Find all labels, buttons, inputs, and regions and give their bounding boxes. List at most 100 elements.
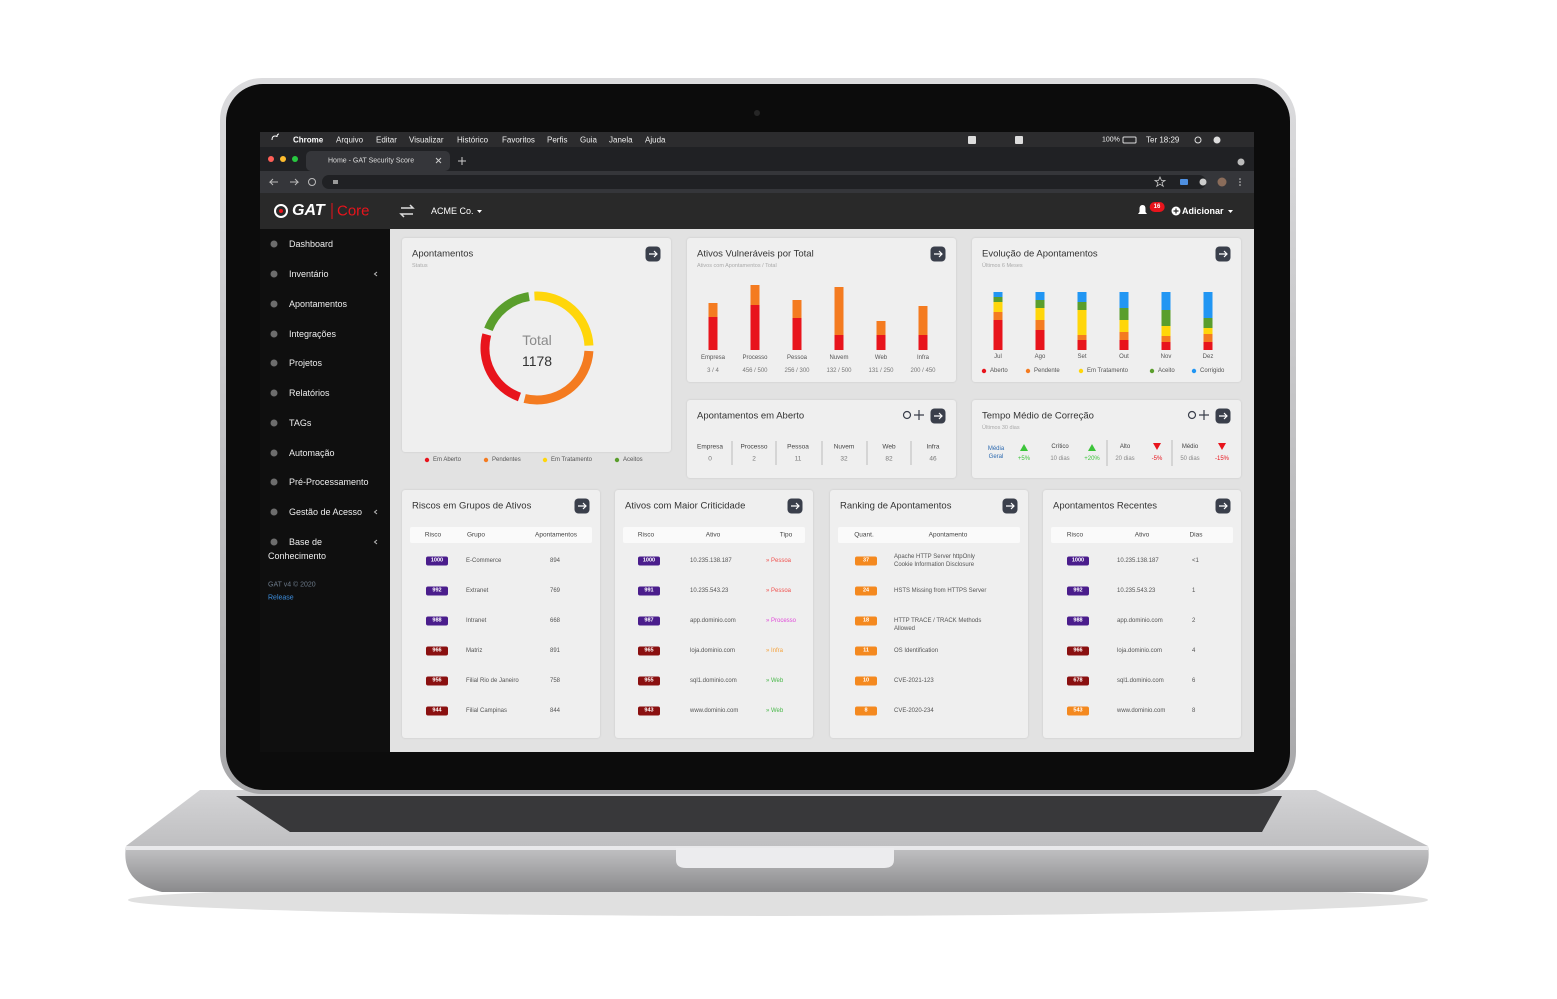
add-button[interactable]: Adicionar <box>1182 206 1224 216</box>
cell: CVE-2021-123 <box>894 678 934 684</box>
menu-item[interactable]: TAGs <box>289 418 312 428</box>
menu-item[interactable]: Ajuda <box>645 135 666 145</box>
menu-item[interactable]: Editar <box>376 135 397 145</box>
total-label: 131 / 250 <box>868 368 894 374</box>
stat-label: Médio <box>1181 444 1199 450</box>
cell: 10.235.543.23 <box>690 588 729 594</box>
badge: 965 <box>638 646 660 656</box>
menu-item[interactable]: Inventário <box>289 269 329 279</box>
cell: HTTP TRACE / TRACK Methods Allowed <box>894 618 982 632</box>
stat-label: Web <box>882 443 896 451</box>
stat-value: 46 <box>929 455 937 463</box>
stat-value: 82 <box>885 455 893 463</box>
stat-days: 50 dias <box>1180 456 1200 462</box>
card-title: Tempo Médio de Correção <box>982 410 1094 422</box>
cell: 10.235.543.23 <box>1117 588 1156 594</box>
table-header <box>838 527 1020 543</box>
donut-label: Total <box>522 332 552 348</box>
card-title: Ranking de Apontamentos <box>840 500 952 512</box>
release-link[interactable]: Release <box>268 594 294 602</box>
menu-item[interactable]: Janela <box>609 135 633 145</box>
clock: Ter 18:29 <box>1146 135 1180 145</box>
menu-item[interactable]: Dashboard <box>289 239 334 249</box>
total-label: 456 / 500 <box>742 368 768 374</box>
notification-badge: 16 <box>1149 202 1165 212</box>
card-title: Apontamentos <box>412 248 474 260</box>
menu-item[interactable]: Visualizar <box>409 135 444 145</box>
cell: 10.235.138.187 <box>1117 558 1159 564</box>
browser-tab[interactable]: Home - GAT Security Score <box>328 157 415 165</box>
menu-item[interactable]: Pré-Processamento <box>289 477 369 487</box>
column-header: Quant. <box>854 531 874 539</box>
x-tick-label: Processo <box>742 355 768 361</box>
column-header: Tipo <box>779 531 793 539</box>
cell: Filial Rio de Janeiro <box>466 678 519 684</box>
version: GAT v4 © 2020 <box>268 581 316 589</box>
total-label: 132 / 500 <box>826 368 852 374</box>
stat-value: 11 <box>794 455 802 463</box>
badge: 8 <box>855 706 877 716</box>
cell: » Infra <box>766 648 784 654</box>
legend-label: Aceitos <box>623 457 643 463</box>
menu-item[interactable]: Histórico <box>457 135 489 145</box>
badge: 966 <box>426 646 448 656</box>
badge: 944 <box>426 706 448 716</box>
total-label: 3 / 4 <box>707 368 719 374</box>
menu-item[interactable]: Favoritos <box>502 135 535 145</box>
badge: 678 <box>1067 676 1089 686</box>
cell: 8 <box>1192 708 1196 714</box>
cell: loja.dominio.com <box>1117 648 1163 654</box>
cell: 891 <box>550 648 561 654</box>
cell: sql1.dominio.com <box>1117 678 1164 684</box>
menu-item[interactable]: Base de Conhecimento <box>268 537 327 561</box>
menu-item[interactable]: Guia <box>580 135 597 145</box>
cell: app.dominio.com <box>1117 618 1163 624</box>
menu-item[interactable]: Automação <box>289 448 335 458</box>
table-header <box>623 527 805 543</box>
menu-app[interactable]: Chrome <box>293 135 324 145</box>
x-tick-label: Set <box>1077 354 1087 360</box>
x-tick-label: Empresa <box>700 355 726 361</box>
badge: 966 <box>1067 646 1089 656</box>
stat-label: Empresa <box>696 443 724 451</box>
badge: 18 <box>855 616 877 626</box>
legend-label: Pendente <box>1034 368 1060 374</box>
cell: <1 <box>1192 558 1199 564</box>
legend-label: Em Tratamento <box>1087 368 1129 374</box>
menu-item[interactable]: Projetos <box>289 358 323 368</box>
card <box>972 238 1241 382</box>
card-subtitle: Últimos 30 dias <box>982 425 1020 431</box>
badge: 988 <box>1067 616 1089 626</box>
cell: » Web <box>766 708 784 714</box>
badge: 956 <box>426 676 448 686</box>
menu-item[interactable]: Integrações <box>289 329 337 339</box>
menu-item[interactable]: Apontamentos <box>289 299 348 309</box>
badge: 987 <box>638 616 660 626</box>
menu-item[interactable]: Arquivo <box>336 135 364 145</box>
stat-label: Média Geral <box>987 446 1005 460</box>
x-tick-label: Jul <box>994 354 1002 360</box>
card-title: Ativos Vulneráveis por Total <box>697 248 814 260</box>
legend-label: Aceito <box>1158 368 1175 374</box>
x-tick-label: Nuvem <box>829 355 849 361</box>
company-select[interactable]: ACME Co. <box>431 206 474 216</box>
badge: 1000 <box>426 556 448 566</box>
stat-label: Alto <box>1119 444 1131 450</box>
cell: E-Commerce <box>466 558 502 564</box>
cell: 758 <box>550 678 561 684</box>
menu-item[interactable]: Gestão de Acesso <box>289 507 363 517</box>
menu-item[interactable]: Relatórios <box>289 388 330 398</box>
column-header: Risco <box>1066 531 1084 539</box>
cell: Filial Campinas <box>466 708 508 714</box>
badge: 955 <box>638 676 660 686</box>
stat-value: 2 <box>752 455 756 463</box>
stat-value: 0 <box>708 455 712 463</box>
stat-days: 20 dias <box>1115 456 1135 462</box>
badge: 991 <box>638 586 660 596</box>
cell: » Pessoa <box>766 558 792 564</box>
menu-item[interactable]: Perfis <box>547 135 568 145</box>
column-header: Dias <box>1189 531 1203 539</box>
x-tick-label: Out <box>1119 354 1129 360</box>
cell: sql1.dominio.com <box>690 678 737 684</box>
column-header: Ativo <box>1134 531 1150 539</box>
